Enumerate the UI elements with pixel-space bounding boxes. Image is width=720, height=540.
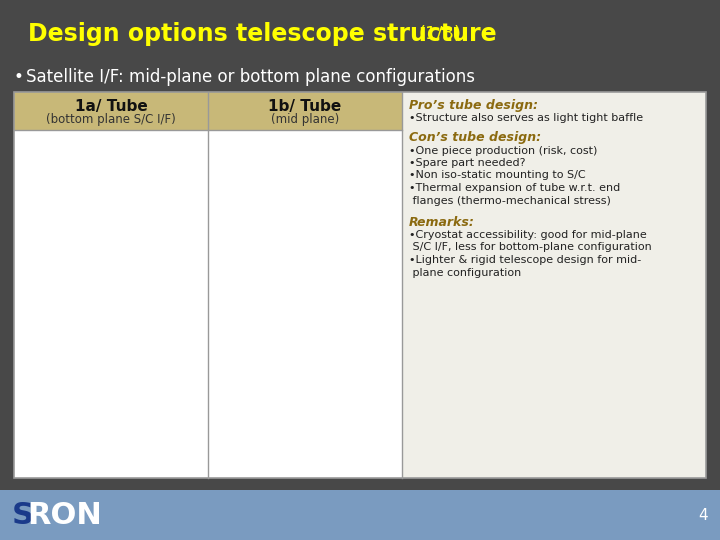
Text: (bottom plane S/C I/F): (bottom plane S/C I/F) bbox=[46, 113, 176, 126]
Text: 4: 4 bbox=[698, 508, 708, 523]
Text: plane configuration: plane configuration bbox=[409, 267, 521, 278]
Bar bbox=[14, 92, 208, 478]
Text: •Cryostat accessibility: good for mid-plane: •Cryostat accessibility: good for mid-pl… bbox=[409, 230, 647, 240]
Bar bbox=[0, 490, 720, 540]
Text: S: S bbox=[12, 501, 34, 530]
Bar bbox=[14, 92, 706, 478]
Bar bbox=[402, 92, 706, 478]
Text: 1b/ Tube: 1b/ Tube bbox=[269, 99, 341, 114]
Bar bbox=[208, 92, 402, 478]
Text: Remarks:: Remarks: bbox=[409, 216, 475, 229]
Text: •Structure also serves as light tight baffle: •Structure also serves as light tight ba… bbox=[409, 113, 643, 123]
Bar bbox=[208, 92, 402, 130]
Text: •One piece production (risk, cost): •One piece production (risk, cost) bbox=[409, 145, 598, 156]
Text: •: • bbox=[14, 68, 24, 86]
Text: •Spare part needed?: •Spare part needed? bbox=[409, 158, 526, 168]
Text: Satellite I/F: mid-plane or bottom plane configurations: Satellite I/F: mid-plane or bottom plane… bbox=[26, 68, 475, 86]
Text: S/C I/F, less for bottom-plane configuration: S/C I/F, less for bottom-plane configura… bbox=[409, 242, 652, 253]
Text: (mid plane): (mid plane) bbox=[271, 113, 339, 126]
Text: RON: RON bbox=[27, 501, 102, 530]
Text: Design options telescope structure: Design options telescope structure bbox=[28, 22, 497, 46]
Text: 1a/ Tube: 1a/ Tube bbox=[75, 99, 148, 114]
Text: flanges (thermo-mechanical stress): flanges (thermo-mechanical stress) bbox=[409, 195, 611, 206]
Text: Pro’s tube design:: Pro’s tube design: bbox=[409, 99, 538, 112]
Bar bbox=[14, 92, 208, 130]
Text: •Non iso-static mounting to S/C: •Non iso-static mounting to S/C bbox=[409, 171, 585, 180]
Text: (1/3): (1/3) bbox=[418, 25, 461, 43]
Text: •Thermal expansion of tube w.r.t. end: •Thermal expansion of tube w.r.t. end bbox=[409, 183, 620, 193]
Text: Con’s tube design:: Con’s tube design: bbox=[409, 132, 541, 145]
Text: •Lighter & rigid telescope design for mid-: •Lighter & rigid telescope design for mi… bbox=[409, 255, 642, 265]
